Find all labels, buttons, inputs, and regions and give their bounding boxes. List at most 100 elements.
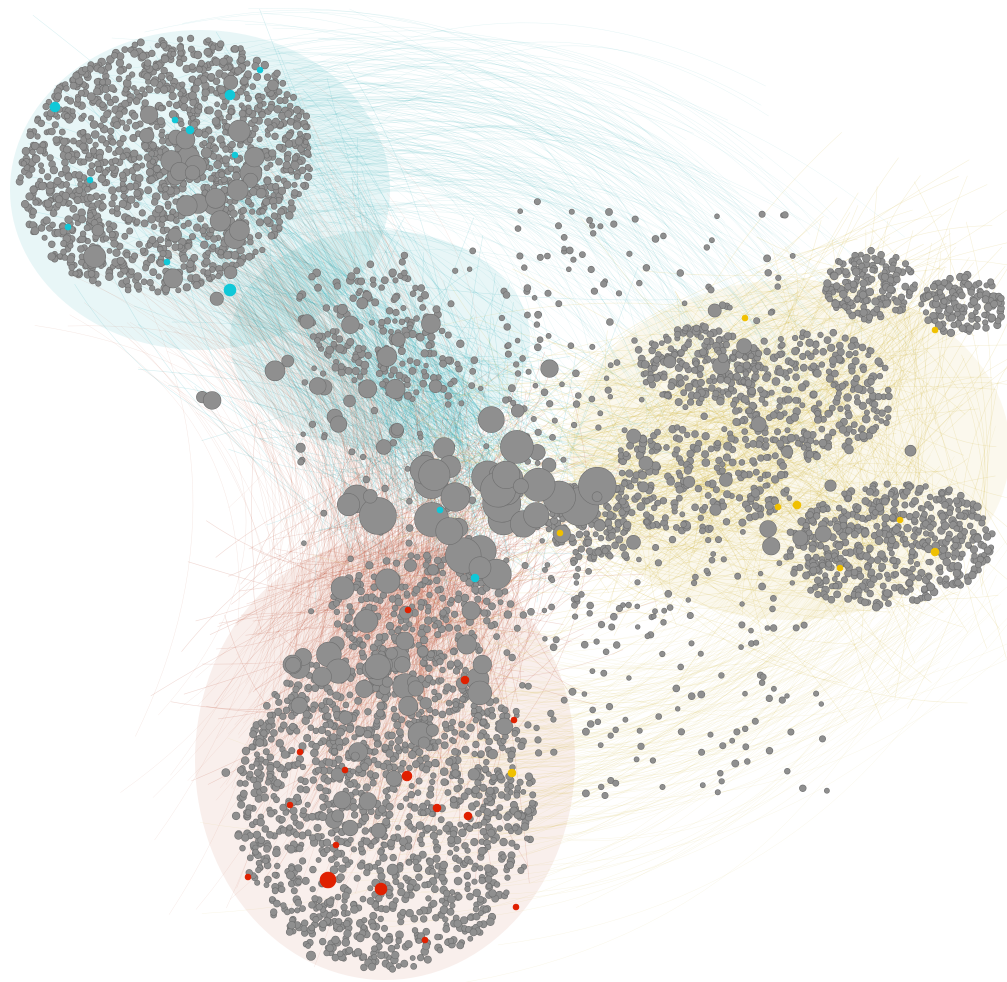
- edge-yellow: [880, 221, 924, 424]
- edge-yellow: [354, 614, 977, 819]
- edge-cyan: [363, 296, 404, 597]
- node: [451, 769, 460, 778]
- edge-yellow: [316, 589, 852, 874]
- node: [408, 782, 415, 789]
- node: [438, 710, 447, 719]
- node: [490, 837, 498, 844]
- edge-yellow: [494, 332, 892, 600]
- node: [407, 790, 416, 799]
- edge-cyan: [245, 23, 792, 366]
- node: [106, 247, 113, 254]
- node: [255, 866, 262, 874]
- node: [256, 102, 264, 109]
- edge-yellow: [723, 509, 763, 559]
- node: [396, 802, 405, 811]
- node: [196, 103, 203, 110]
- node: [133, 272, 143, 281]
- node: [373, 740, 381, 748]
- node: [372, 772, 380, 780]
- node: [66, 97, 75, 105]
- edge-cyan: [74, 283, 362, 462]
- node: [132, 97, 141, 105]
- edge-cyan: [233, 58, 672, 222]
- node: [160, 42, 168, 49]
- node: [333, 849, 342, 858]
- node: [207, 175, 215, 182]
- node: [240, 76, 249, 86]
- edge-yellow: [529, 556, 839, 884]
- edge-cyan: [388, 92, 791, 355]
- edge-red: [271, 202, 473, 770]
- edge-cyan: [258, 160, 701, 301]
- node: [326, 911, 334, 919]
- edge-yellow: [502, 577, 762, 641]
- edge-cyan: [414, 397, 449, 416]
- edge-yellow: [594, 386, 805, 530]
- node: [503, 889, 510, 896]
- node: [262, 748, 270, 756]
- node: [520, 822, 530, 831]
- node: [258, 111, 266, 119]
- node: [168, 91, 177, 101]
- edge-yellow: [737, 243, 947, 405]
- edge-yellow: [375, 593, 880, 929]
- node: [350, 905, 359, 914]
- edge-red: [490, 597, 514, 720]
- node: [285, 928, 294, 936]
- edge-cyan: [263, 99, 824, 371]
- edge-yellow: [543, 336, 909, 508]
- node: [422, 942, 431, 951]
- node: [500, 853, 507, 861]
- node: [439, 666, 446, 674]
- node: [438, 677, 445, 684]
- node: [478, 846, 487, 856]
- node: [342, 737, 350, 745]
- node: [175, 59, 184, 67]
- node: [60, 240, 68, 248]
- node: [477, 910, 484, 916]
- node: [324, 758, 334, 767]
- edge-yellow: [587, 349, 801, 381]
- edge-red: [246, 210, 352, 713]
- edge-cyan: [144, 12, 760, 308]
- node: [95, 166, 103, 173]
- node: [397, 882, 405, 890]
- node: [352, 788, 360, 796]
- edge-red: [209, 293, 349, 707]
- node: [154, 288, 162, 296]
- edge-yellow: [779, 510, 892, 523]
- node: [283, 155, 291, 163]
- node: [406, 813, 413, 820]
- edge-yellow: [578, 424, 930, 486]
- node: [319, 803, 327, 811]
- node: [125, 74, 132, 81]
- node: [80, 158, 88, 166]
- edge-yellow: [842, 284, 917, 474]
- edge-yellow: [464, 382, 642, 434]
- edge-cyan: [256, 66, 686, 202]
- edge-red: [200, 279, 384, 848]
- node: [376, 701, 385, 711]
- edge-cyan: [449, 287, 499, 551]
- node: [342, 701, 350, 709]
- node: [283, 679, 291, 687]
- node: [308, 834, 316, 842]
- edge-cyan: [277, 171, 414, 448]
- node: [199, 227, 207, 235]
- node: [291, 154, 299, 161]
- node: [289, 93, 297, 101]
- edge-cyan: [283, 183, 657, 322]
- edge-cyan: [368, 434, 419, 463]
- edge-cyan: [95, 106, 413, 507]
- edge-cyan: [326, 77, 480, 451]
- node: [404, 842, 413, 851]
- node: [277, 186, 287, 195]
- node: [210, 243, 217, 250]
- community-halo-cyan: [230, 230, 530, 450]
- node: [378, 805, 387, 814]
- edge-cyan: [137, 323, 422, 430]
- node: [353, 948, 363, 957]
- node: [395, 938, 402, 945]
- node: [387, 944, 396, 953]
- edge-yellow: [756, 236, 947, 273]
